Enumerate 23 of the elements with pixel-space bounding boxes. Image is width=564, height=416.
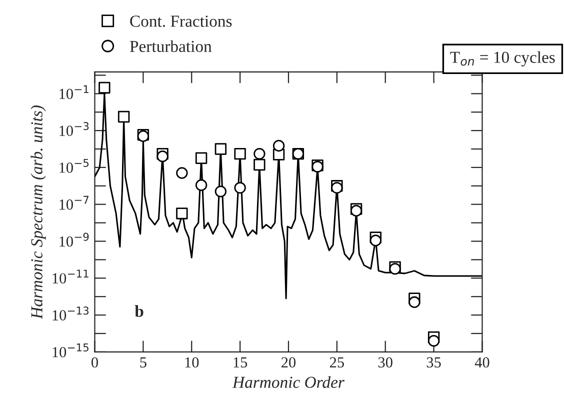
x-tick-label: 10 [185,357,199,368]
y-tick-label: 10$^{−9}$ [60,232,89,247]
annotation: b [134,305,144,317]
y-tick-label: 10$^{−11}$ [52,270,88,284]
text: T$_{on}$ = 10 cycles [450,51,555,66]
legend-label: Perturbation [130,40,212,52]
y-axis-title: Harmonic Spectrum (arb. units) [30,106,46,320]
x-tick-label: 30 [378,357,392,368]
x-tick-label: 35 [426,357,441,368]
y-tick-label: 10$^{−1}$ [60,85,88,100]
x-tick-label: 40 [474,357,490,368]
legend-label: Cont. Fractions [130,16,232,27]
x-axis-title: Harmonic Order [232,376,344,388]
y-tick-label: 10$^{−5}$ [60,159,89,173]
x-tick-label: 5 [140,357,146,368]
y-tick-label: 10$^{−13}$ [52,306,89,320]
x-tick-label: 0 [92,357,98,368]
x-tick-label: 25 [330,357,344,368]
y-tick-label: 10$^{−15}$ [52,344,88,358]
y-tick-label: 10$^{−7}$ [60,196,89,210]
y-tick-label: 10$^{−3}$ [60,122,89,136]
x-tick-label: 20 [282,357,296,368]
x-tick-label: 15 [234,357,248,368]
